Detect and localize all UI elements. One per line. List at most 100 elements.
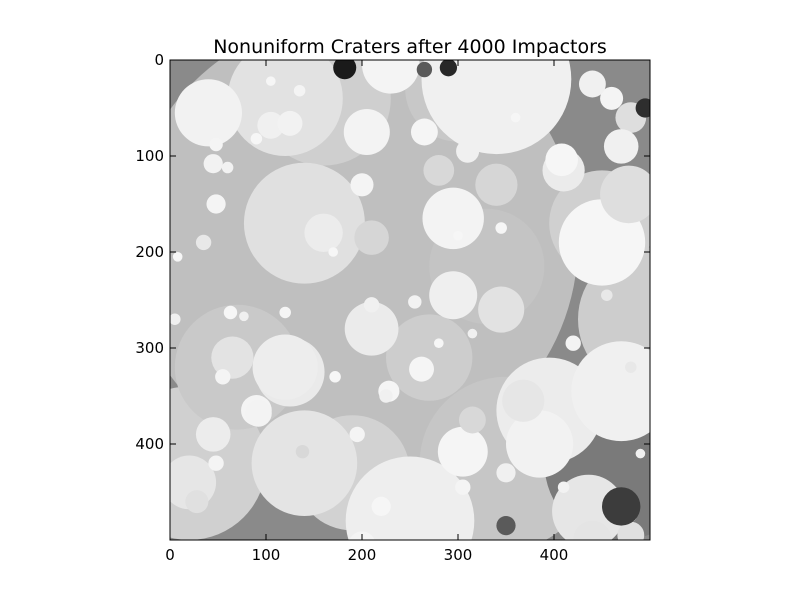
crater-55 [573, 520, 612, 540]
crater-20 [571, 341, 650, 442]
crater-38 [475, 163, 518, 206]
crater-21 [251, 410, 358, 516]
x-tick-label-4: 400 [540, 546, 569, 564]
crater-82 [408, 295, 422, 309]
crater-48 [456, 139, 480, 163]
crater-97 [434, 338, 444, 349]
crater-53 [578, 70, 606, 98]
crater-42 [304, 213, 343, 252]
crater-71 [250, 132, 263, 145]
crater-57 [502, 379, 545, 422]
crater-79 [279, 306, 291, 319]
crater-61 [496, 463, 516, 483]
crater-86 [510, 112, 521, 123]
crater-43 [350, 173, 374, 197]
crater-96 [379, 389, 393, 403]
dark-hole-0 [333, 60, 357, 80]
crater-87 [557, 481, 570, 493]
x-tick-label-0: 0 [165, 546, 175, 564]
crater-12 [227, 60, 343, 156]
crater-52 [600, 86, 624, 110]
crater-70 [209, 137, 223, 152]
x-axis: 0 100 200 300 400 [165, 60, 568, 564]
crater-80 [328, 247, 339, 257]
crater-image [170, 60, 698, 540]
chart-title: Nonuniform Craters after 4000 Impactors [213, 36, 607, 58]
crater-40 [410, 118, 438, 146]
crater-69 [221, 161, 234, 174]
crater-37 [458, 406, 486, 434]
y-axis: 0 100 200 300 400 [135, 51, 650, 453]
crater-47 [409, 356, 434, 382]
dark-hole-5 [602, 487, 641, 526]
x-tick-label-2: 200 [348, 546, 377, 564]
crater-56 [252, 334, 318, 400]
crater-44 [257, 111, 285, 139]
crater-49 [545, 143, 578, 177]
dark-hole-3 [496, 516, 516, 536]
crater-36 [195, 417, 231, 452]
crater-63 [455, 479, 471, 495]
dark-hole-4 [635, 98, 650, 118]
crater-73 [266, 76, 276, 86]
crater-62 [660, 262, 698, 300]
crater-45 [277, 110, 303, 136]
dark-hole-1 [439, 60, 458, 77]
crater-11 [386, 314, 473, 401]
crater-75 [208, 455, 224, 471]
crater-72 [293, 84, 306, 97]
y-tick-label-2: 200 [135, 243, 164, 261]
crater-90 [625, 361, 637, 373]
crater-77 [239, 311, 249, 322]
crater-74 [295, 444, 310, 459]
crater-26 [422, 187, 484, 250]
crater-93 [371, 496, 391, 516]
crater-64 [206, 194, 226, 214]
y-tick-label-1: 100 [135, 147, 164, 165]
crater-88 [601, 289, 613, 301]
dark-hole-layer [333, 60, 650, 536]
crater-78 [215, 369, 231, 385]
crater-84 [495, 222, 507, 234]
crater-54 [617, 521, 645, 540]
crater-76 [223, 305, 238, 320]
crater-39 [423, 155, 455, 186]
crater-85 [453, 230, 463, 241]
crater-95 [329, 371, 341, 383]
crater-34 [211, 336, 254, 379]
crater-layer [170, 60, 698, 540]
dark-hole-2 [416, 61, 433, 78]
y-tick-label-3: 300 [135, 339, 164, 357]
plot-frame [169, 59, 651, 541]
crater-89 [565, 335, 581, 351]
crater-33 [478, 286, 525, 333]
crater-19 [505, 410, 574, 478]
crater-14 [174, 79, 242, 147]
y-tick-label-4: 400 [135, 435, 164, 453]
crater-94 [349, 426, 365, 443]
crater-16 [362, 60, 420, 94]
crater-81 [363, 297, 380, 313]
x-tick-label-1: 100 [252, 546, 281, 564]
crater-41 [354, 220, 389, 255]
crater-51 [603, 129, 639, 164]
crater-91 [635, 448, 646, 459]
x-tick-label-3: 300 [444, 546, 473, 564]
crater-67 [170, 313, 181, 325]
crater-13 [243, 162, 365, 284]
crater-25 [429, 271, 478, 320]
crater-28 [437, 426, 488, 477]
crater-15 [421, 60, 572, 155]
crater-83 [467, 328, 478, 339]
crater-66 [172, 251, 183, 262]
y-tick-label-0: 0 [154, 51, 164, 69]
crater-59 [185, 490, 209, 514]
crater-22 [345, 456, 475, 540]
crater-29 [552, 474, 626, 540]
crater-65 [195, 234, 212, 251]
crater-68 [203, 154, 223, 174]
crater-30 [343, 108, 390, 156]
crater-24 [344, 301, 399, 356]
crater-58 [244, 399, 272, 427]
